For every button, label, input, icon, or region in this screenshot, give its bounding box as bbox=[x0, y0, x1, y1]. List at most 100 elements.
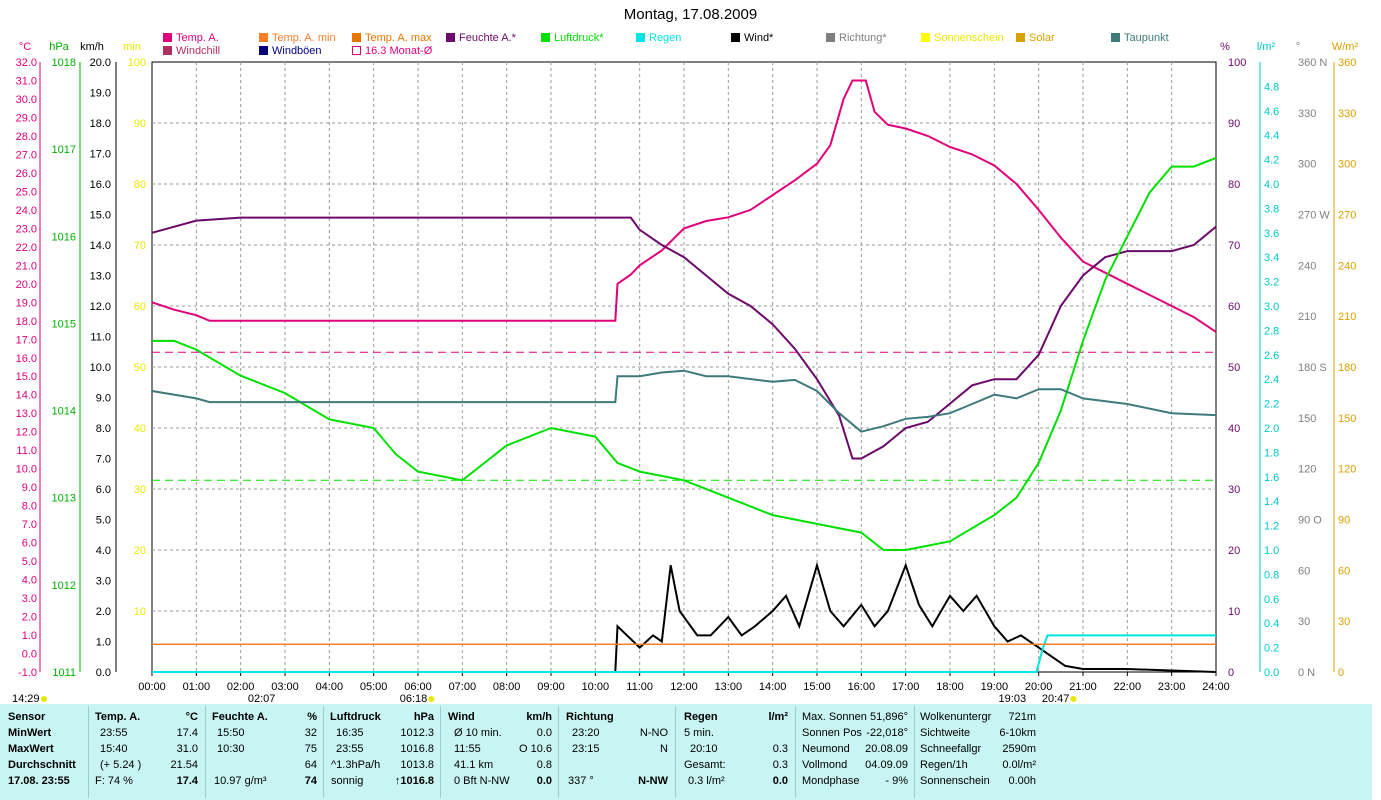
axis-tick-label: 150 bbox=[1338, 413, 1356, 425]
rain-interval: 5 min. bbox=[684, 727, 714, 739]
axis-tick-label: 20.0 bbox=[90, 57, 111, 69]
legend-swatch bbox=[541, 33, 550, 42]
axis-tick-label: 1.8 bbox=[1264, 447, 1279, 459]
axis-tick-label: 50 bbox=[1228, 362, 1240, 374]
divider bbox=[440, 706, 441, 798]
axis-tick-label: 60 bbox=[1228, 301, 1240, 313]
axis-tick-label: 100 bbox=[1228, 57, 1246, 69]
axis-tick-label: 1013 bbox=[52, 493, 76, 505]
axis-tick-label: 10.0 bbox=[16, 464, 37, 476]
rain-unit: l/m² bbox=[768, 711, 788, 723]
axis-tick-label: 12.0 bbox=[16, 427, 37, 439]
rain-total-label: Gesamt: bbox=[684, 759, 726, 771]
direction-header: Richtung bbox=[566, 711, 614, 723]
axis-tick-label: 240 bbox=[1298, 260, 1316, 272]
axis-tick-label: 19.0 bbox=[90, 88, 111, 100]
axis-tick-label: 15.0 bbox=[90, 210, 111, 222]
axis-tick-label: 3.0 bbox=[96, 576, 111, 588]
x-tick-label: 04:00 bbox=[316, 681, 344, 693]
axis-tick-label: 26.0 bbox=[16, 168, 37, 180]
axis-tick-label: 120 bbox=[1338, 464, 1356, 476]
x-tick-label: 19:00 bbox=[981, 681, 1009, 693]
pressure-unit: hPa bbox=[413, 711, 434, 723]
legend-rain: Regen bbox=[636, 32, 681, 44]
humidity-max-time: 10:30 bbox=[217, 743, 245, 755]
legend-swatch bbox=[446, 33, 455, 42]
visibility-value: 6-10km bbox=[999, 727, 1036, 739]
new-moon-label: Neumond bbox=[802, 743, 850, 755]
axis-unit-label: hPa bbox=[49, 41, 69, 53]
axis-tick-label: 3.8 bbox=[1264, 203, 1279, 215]
legend-temp-max: Temp. A. max bbox=[352, 32, 432, 44]
rain-day-note: 0.3 l/m² bbox=[688, 775, 725, 787]
weather-chart: 00:00 01:00 02:00 03:00 04:00 05:00 06:00 07:00… bbox=[12, 41, 1359, 704]
x-tick-label: 23:00 bbox=[1158, 681, 1186, 693]
axis-tick-label: 14.0 bbox=[16, 390, 37, 402]
axis-tick-label: 30 bbox=[1338, 616, 1350, 628]
axis-tick-label: 40 bbox=[1228, 423, 1240, 435]
twilight-end-label: 19:03 bbox=[999, 693, 1027, 704]
series-line-1 bbox=[151, 216, 1217, 460]
rain-header: Regen bbox=[684, 711, 718, 723]
temp-avg-note: (+ 5.24 ) bbox=[100, 759, 142, 771]
pressure-avg-value: 1013.8 bbox=[400, 759, 434, 771]
axis-tick-label: 1.4 bbox=[1264, 496, 1279, 508]
sun-pos-label: Sonnen Pos bbox=[802, 727, 862, 739]
axis-tick-label: 3.6 bbox=[1264, 228, 1279, 240]
rain-hour-label: Regen/1h bbox=[920, 759, 968, 771]
axis-tick-label: 18.0 bbox=[90, 118, 111, 130]
legend-swatch bbox=[259, 46, 268, 55]
axis-tick-label: 4.0 bbox=[1264, 179, 1279, 191]
humidity-min-value: 32 bbox=[304, 727, 317, 739]
divider bbox=[205, 706, 206, 798]
pressure-min-value: 1012.3 bbox=[400, 727, 434, 739]
row-label-sensor: Sensor bbox=[8, 711, 46, 723]
x-tick-label: 20:00 bbox=[1025, 681, 1053, 693]
x-tick-label: 12:00 bbox=[670, 681, 698, 693]
pressure-header: Luftdruck bbox=[330, 711, 381, 723]
x-tick-label: 16:00 bbox=[848, 681, 876, 693]
divider bbox=[558, 706, 559, 798]
axis-tick-label: 1.2 bbox=[1264, 521, 1279, 533]
new-moon-value: 20.08.09 bbox=[865, 743, 908, 755]
axis-tick-label: 9.0 bbox=[96, 393, 111, 405]
legend-solar: Solar bbox=[1016, 32, 1055, 44]
axis-unit-label: W/m² bbox=[1332, 41, 1359, 53]
temp-min-value: 17.4 bbox=[176, 727, 198, 739]
legend-swatch bbox=[1111, 33, 1120, 42]
wind-unit: km/h bbox=[526, 711, 552, 723]
sunrise-marker bbox=[428, 696, 435, 702]
axis-tick-label: 9.0 bbox=[22, 482, 37, 494]
axis-tick-label: 0 bbox=[1338, 667, 1344, 679]
rain-total-value: 0.3 bbox=[772, 759, 788, 771]
axis-tick-label: 80 bbox=[1228, 179, 1240, 191]
temp-current-value: 17.4 bbox=[176, 775, 198, 787]
axis-tick-label: 0 bbox=[1228, 667, 1234, 679]
legend-swatch bbox=[1016, 33, 1025, 42]
x-tick-label: 17:00 bbox=[892, 681, 920, 693]
legend-temp: Temp. A. bbox=[163, 32, 219, 44]
direction-current-value: N-NW bbox=[638, 775, 668, 787]
current-time-label: 14:29 bbox=[12, 693, 40, 704]
temp-max-time: 15:40 bbox=[100, 743, 128, 755]
axis-tick-label: 11.0 bbox=[16, 445, 37, 457]
temp-current-note: F: 74 % bbox=[95, 775, 133, 787]
sunset-label: 20:47 bbox=[1042, 693, 1070, 704]
x-tick-label: 22:00 bbox=[1114, 681, 1142, 693]
x-tick-label: 01:00 bbox=[183, 681, 211, 693]
axis-tick-label: 180 bbox=[1338, 362, 1356, 374]
axis-tick-label: 0.8 bbox=[1264, 569, 1279, 581]
axis-tick-label: 20.0 bbox=[16, 279, 37, 291]
axis-tick-label: 90 bbox=[1338, 515, 1350, 527]
wind-avg-value: 0.0 bbox=[536, 727, 552, 739]
axis-tick-label: 30.0 bbox=[16, 94, 37, 106]
legend-direction: Richtung* bbox=[826, 32, 887, 44]
legend-swatch bbox=[636, 33, 645, 42]
legend-pressure: Luftdruck* bbox=[541, 32, 604, 44]
wind-day-avg: 0.8 bbox=[536, 759, 552, 771]
moon-phase-label: Mondphase bbox=[802, 775, 860, 787]
axis-unit-label: ° bbox=[1296, 41, 1300, 53]
direction-min-time: 23:20 bbox=[572, 727, 600, 739]
axis-tick-label: 90 bbox=[134, 118, 146, 130]
axis-tick-label: 1.0 bbox=[1264, 545, 1279, 557]
